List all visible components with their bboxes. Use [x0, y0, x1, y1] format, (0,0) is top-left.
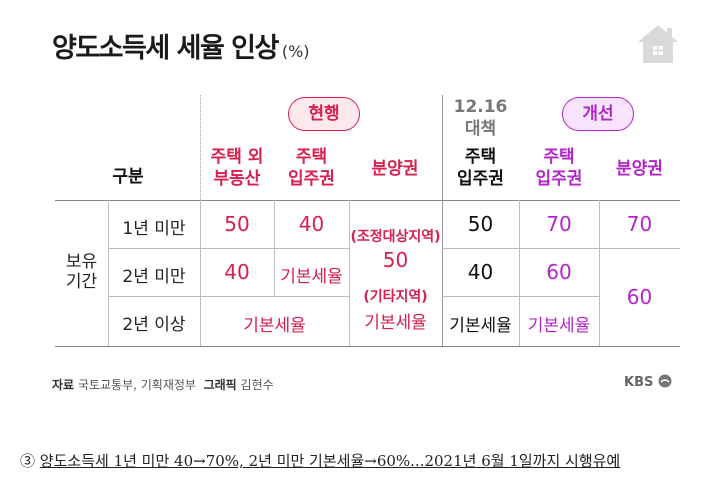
- graphic-text: 김현수: [240, 378, 274, 392]
- cell-dec16-r1: 50: [467, 212, 494, 236]
- header-house-line1: 주택: [295, 147, 328, 167]
- header-house-line2: 입주권: [288, 169, 335, 189]
- header-other-property: 주택 외 부동산: [200, 146, 274, 190]
- header-improved-house: 주택 입주권: [519, 146, 599, 190]
- cell-imp-presale-r23: 60: [626, 285, 653, 309]
- cell-house-r1: 40: [298, 212, 325, 236]
- header-dec16-house: 주택 입주권: [442, 146, 519, 190]
- col-divider: [274, 200, 275, 296]
- presale-adjusted-label: (조정대상지역): [350, 229, 441, 245]
- graphic-label: 그래픽: [203, 378, 237, 392]
- col-divider: [108, 200, 109, 346]
- header-dec16-line2: 대책: [464, 119, 497, 139]
- col-divider: [200, 200, 201, 346]
- cell-imp-house-r2: 60: [546, 260, 572, 284]
- row-divider: [108, 296, 349, 297]
- kbs-logo-text: KBS: [624, 375, 654, 390]
- current-badge: 현행: [288, 97, 360, 131]
- cell-merged-r3: 기본세율: [243, 316, 306, 336]
- row-group-line2: 기간: [65, 272, 98, 292]
- row-group-line1: 보유: [65, 252, 98, 272]
- divider: [442, 95, 443, 346]
- kbs-logo: KBS: [624, 374, 672, 390]
- cell-dec16-r3: 기본세율: [449, 316, 512, 336]
- cell-other-r1: 50: [224, 212, 250, 236]
- caption-number: ③: [20, 452, 36, 470]
- col-divider: [599, 200, 600, 346]
- col-divider: [519, 200, 520, 346]
- header-imp-house-line1: 주택: [543, 147, 575, 167]
- header-improved-presale: 분양권: [616, 159, 663, 179]
- house-icon: [636, 22, 680, 66]
- source-label: 자료: [52, 378, 75, 392]
- table-top-border: [55, 200, 680, 201]
- row-divider: [442, 248, 599, 249]
- header-presale: 분양권: [371, 159, 419, 179]
- cell-dec16-r2: 40: [467, 260, 494, 284]
- cell-imp-house-r3: 기본세율: [527, 316, 591, 336]
- presale-adjusted-value: 50: [382, 248, 409, 272]
- caption: ③ 양도소득세 1년 미만 40→70%, 2년 미만 기본세율→60%...2…: [20, 450, 620, 471]
- title-text: 양도소득세 세율 인상: [52, 33, 279, 64]
- presale-other-label: (기타지역): [363, 289, 428, 305]
- source-line: 자료 국토교통부, 기획재정부 그래픽 김현수: [52, 376, 274, 393]
- improved-badge: 개선: [562, 97, 634, 131]
- title-unit: (%): [281, 42, 310, 61]
- col-divider: [349, 200, 350, 346]
- row-divider: [108, 248, 349, 249]
- kbs-logo-mark: [658, 374, 672, 388]
- header-dec16-line1: 12.16: [453, 97, 508, 117]
- cell-imp-house-r1: 70: [546, 212, 572, 236]
- cell-other-r2: 40: [224, 260, 250, 284]
- source-text: 국토교통부, 기획재정부: [77, 378, 196, 392]
- row-group-label: 보유 기간: [55, 252, 108, 292]
- row-label-2: 2년 미만: [122, 267, 186, 287]
- header-dec16-house-line1: 주택: [464, 147, 497, 167]
- header-house: 주택 입주권: [274, 146, 349, 190]
- header-other-line1: 주택 외: [210, 147, 264, 167]
- header-other-line2: 부동산: [213, 169, 261, 189]
- cell-imp-presale-r1: 70: [626, 212, 653, 236]
- row-divider: [599, 248, 680, 249]
- caption-link[interactable]: 양도소득세 1년 미만 40→70%, 2년 미만 기본세율→60%...202…: [39, 452, 621, 470]
- divider: [200, 95, 201, 200]
- page-title: 양도소득세 세율 인상 (%): [52, 26, 310, 65]
- row-label-1: 1년 미만: [122, 219, 186, 239]
- table-bottom-border: [55, 346, 680, 347]
- row-divider: [442, 296, 599, 297]
- header-dec16: 12.16 대책: [442, 96, 519, 140]
- header-imp-house-line2: 입주권: [535, 169, 583, 189]
- presale-other-value: 기본세율: [364, 313, 427, 333]
- header-category: 구분: [112, 167, 144, 187]
- row-label-3: 2년 이상: [122, 315, 186, 335]
- header-dec16-house-line2: 입주권: [457, 169, 504, 189]
- cell-house-r2: 기본세율: [280, 267, 343, 287]
